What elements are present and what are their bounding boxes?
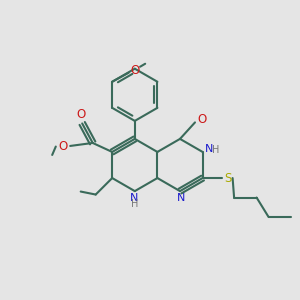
Text: H: H — [130, 199, 138, 209]
Text: O: O — [58, 140, 67, 153]
Text: O: O — [131, 64, 140, 77]
Text: N: N — [205, 144, 213, 154]
Text: H: H — [212, 146, 219, 155]
Text: N: N — [176, 193, 185, 203]
Text: O: O — [77, 108, 86, 121]
Text: O: O — [197, 113, 206, 126]
Text: S: S — [224, 172, 231, 184]
Text: N: N — [130, 193, 138, 203]
